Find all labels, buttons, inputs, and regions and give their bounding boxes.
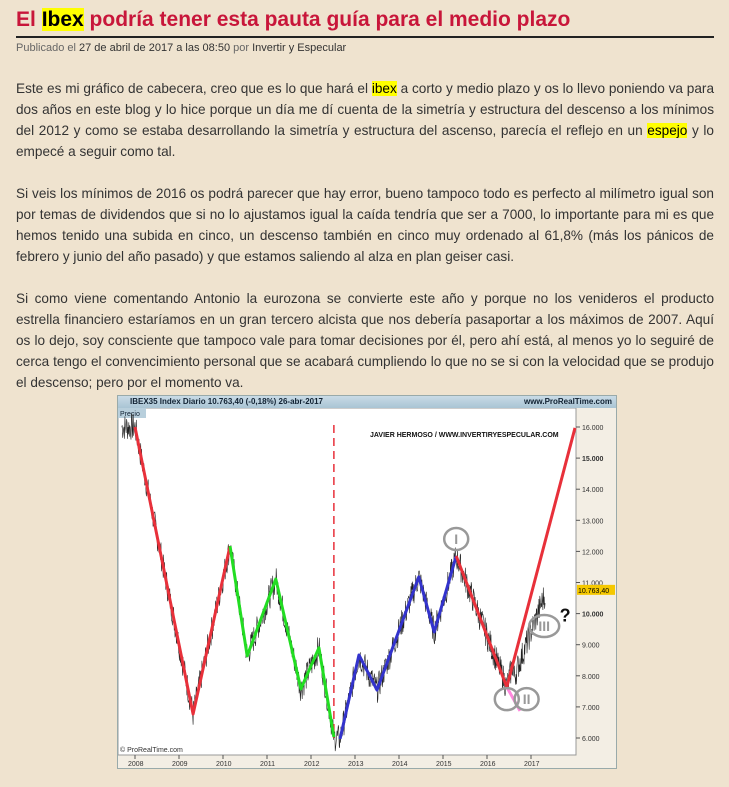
y-tick-label: 10.000 xyxy=(582,612,604,619)
question-mark: ? xyxy=(560,605,571,625)
wave-label-circle xyxy=(527,613,561,639)
x-tick-label: 2008 xyxy=(128,761,144,768)
x-tick-label: 2016 xyxy=(480,761,496,768)
y-tick-label: 11.000 xyxy=(582,581,603,588)
x-tick-label: 2012 xyxy=(304,761,320,768)
wave-segment xyxy=(505,427,577,688)
y-tick-label: 14.000 xyxy=(582,487,604,494)
highlight: Ibex xyxy=(41,8,84,31)
y-tick-label: 9.000 xyxy=(582,643,600,650)
copyright: © ProRealTime.com xyxy=(120,746,183,754)
last-price: 10.763,40 xyxy=(578,588,609,595)
post: El Ibex podría tener esta pauta guía par… xyxy=(16,0,714,414)
x-tick-label: 2014 xyxy=(392,761,408,768)
post-author[interactable]: Invertir y Especular xyxy=(252,42,347,54)
y-tick-label: 7.000 xyxy=(582,705,600,712)
last-price-badge xyxy=(577,584,615,595)
panel-label-bg xyxy=(118,408,146,418)
paragraph: Si veis los mínimos de 2016 os podrá par… xyxy=(16,186,714,264)
wave-label-circle xyxy=(442,526,470,552)
ibex-chart: IBEX35 Index Diario 10.763,40 (-0,18%) 2… xyxy=(117,395,617,769)
wave-segment xyxy=(454,555,509,688)
wave-label-circle xyxy=(513,686,540,712)
x-tick-label: 2011 xyxy=(260,761,275,768)
x-tick-label: 2009 xyxy=(172,761,188,768)
plot-area xyxy=(118,408,577,756)
y-tick-label: 15.000 xyxy=(582,456,604,463)
wave-segment xyxy=(338,555,458,740)
watermark: JAVIER HERMOSO / WWW.INVERTIRYESPECULAR.… xyxy=(370,432,559,439)
wave-segment xyxy=(133,426,232,716)
post-date[interactable]: 27 de abril de 2017 a las 08:50 xyxy=(79,42,231,54)
wave-label-circle xyxy=(493,686,521,712)
wave-label: I xyxy=(454,531,458,547)
wave-segment xyxy=(228,545,336,738)
x-tick-label: 2017 xyxy=(524,761,540,768)
paragraph: Este es mi gráfico de cabecera, creo que… xyxy=(16,81,714,159)
y-tick-label: 8.000 xyxy=(582,674,600,681)
x-tick-label: 2010 xyxy=(216,761,232,768)
wave-label: III xyxy=(538,618,550,634)
x-tick-label: 2015 xyxy=(436,761,452,768)
y-tick-label: 12.000 xyxy=(582,549,604,556)
x-tick-label: 2013 xyxy=(348,761,364,768)
y-tick-label: 6.000 xyxy=(582,736,600,743)
paragraph: Si como viene comentando Antonio la euro… xyxy=(16,291,714,390)
chart-plot: Precio 16.000 15.000 14.000 13.000 12.000 11.0… xyxy=(118,408,615,768)
post-title[interactable]: El Ibex podría tener esta pauta guía par… xyxy=(16,6,714,38)
wave-label: II xyxy=(523,691,531,707)
panel-label: Precio xyxy=(120,411,140,418)
y-tick-label: 13.000 xyxy=(582,518,604,525)
y-tick-label: 16.000 xyxy=(582,425,604,432)
post-meta: Publicado el 27 de abril de 2017 a las 0… xyxy=(16,42,347,54)
chart-header: IBEX35 Index Diario 10.763,40 (-0,18%) 2… xyxy=(118,396,616,408)
